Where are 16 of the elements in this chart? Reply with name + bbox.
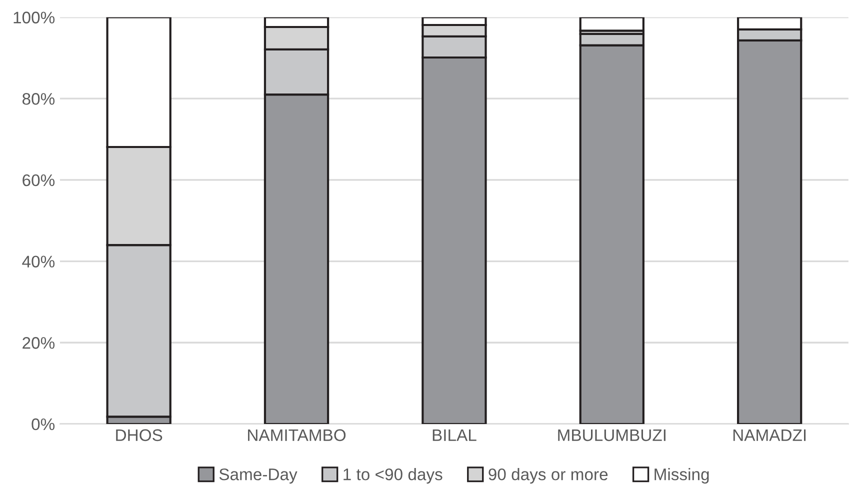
x-tick-label: NAMADZI: [733, 429, 806, 441]
y-tick-label: 40%: [22, 256, 55, 268]
legend-label: Same-Day: [219, 468, 298, 484]
x-tick-label: DHOS: [116, 429, 162, 442]
legend-label: Missing: [654, 468, 709, 484]
y-tick-label: 60%: [22, 174, 55, 186]
y-tick-label: 80%: [22, 93, 55, 105]
y-tick-label: 100%: [14, 12, 55, 24]
x-tick-label: BILAL: [432, 429, 476, 441]
x-tick-label: MBULUMBUZI: [558, 429, 666, 442]
legend-label: 90 days or more: [488, 468, 608, 484]
y-tick-label: 0%: [32, 418, 55, 430]
bar: [579, 17, 644, 32]
x-tick-label: NAMITAMBO: [248, 429, 346, 442]
legend-label: 1 to <90 days: [344, 468, 442, 484]
y-tick-label: 20%: [22, 337, 55, 349]
